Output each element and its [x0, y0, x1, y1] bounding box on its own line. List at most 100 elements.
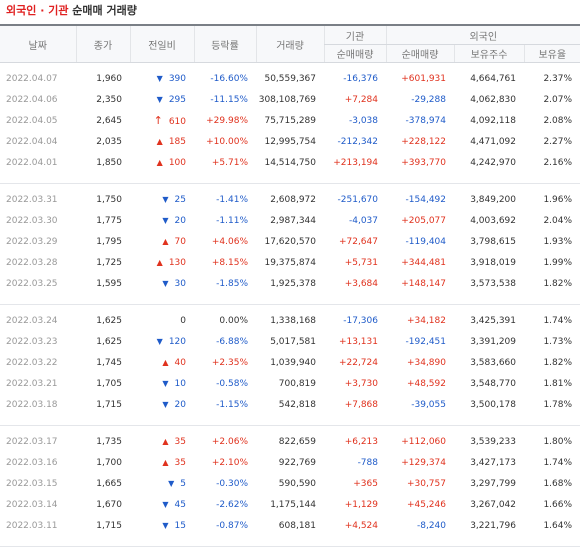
- row-close: 1,750: [96, 194, 122, 205]
- row-change-value: 25: [174, 194, 186, 205]
- row-foreign-net: -29,288: [411, 94, 446, 105]
- row-change: ▼ 20: [130, 394, 194, 415]
- row-date: 2022.04.06: [6, 94, 58, 105]
- row-close: 1,625: [96, 336, 122, 347]
- row-close: 1,700: [96, 457, 122, 468]
- row-inst-net: -212,342: [337, 136, 378, 147]
- row-holdings: 3,539,233: [470, 436, 516, 447]
- row-holdings: 3,391,209: [470, 336, 516, 347]
- row-inst-net: -16,376: [343, 73, 378, 84]
- row-volume: 17,620,570: [264, 236, 316, 247]
- row-close: 1,850: [96, 157, 122, 168]
- row-foreign-net: -39,055: [411, 399, 446, 410]
- row-rate: -1.85%: [216, 278, 248, 289]
- row-ratio: 2.37%: [543, 73, 573, 84]
- triangle-down-icon: ▼: [162, 194, 169, 204]
- row-ratio: 1.64%: [543, 520, 573, 531]
- col-volume: 거래량: [255, 24, 324, 63]
- row-close: 1,775: [96, 215, 122, 226]
- row-inst-net: -3,038: [348, 115, 378, 126]
- row-rate: +4.06%: [211, 236, 248, 247]
- row-rate: +8.15%: [211, 257, 248, 268]
- row-volume: 2,987,344: [270, 215, 316, 226]
- row-date: 2022.03.30: [6, 215, 58, 226]
- row-change-value: 100: [168, 157, 186, 168]
- row-change-value: 35: [174, 436, 186, 447]
- row-close: 1,715: [96, 399, 122, 410]
- row-rate: -1.15%: [216, 399, 248, 410]
- triangle-down-icon: ▼: [156, 336, 163, 346]
- row-foreign-net: +34,890: [406, 357, 446, 368]
- table-row: 2022.04.04 2,035 ▲ 185 +10.00% 12,995,754 -212…: [0, 131, 580, 152]
- row-change: ▲ 35: [130, 452, 194, 473]
- row-inst-net: +365: [353, 478, 378, 489]
- row-volume: 19,375,874: [264, 257, 316, 268]
- triangle-down-icon: ▼: [162, 278, 169, 288]
- row-change: 0: [130, 310, 194, 331]
- row-ratio: 1.74%: [543, 457, 573, 468]
- col-rate: 등락률: [193, 24, 256, 63]
- row-date: 2022.03.16: [6, 457, 58, 468]
- table-row: 2022.03.17 1,735 ▲ 35 +2.06% 822,659 +6,213 +11…: [0, 431, 580, 452]
- row-change: ▼ 25: [130, 189, 194, 210]
- row-date: 2022.03.17: [6, 436, 58, 447]
- row-change-value: 30: [174, 278, 186, 289]
- row-volume: 590,590: [278, 478, 316, 489]
- row-change-value: 20: [174, 399, 186, 410]
- row-ratio: 1.82%: [543, 357, 573, 368]
- triangle-up-icon: ▲: [156, 157, 163, 167]
- row-change: ▲ 185: [130, 131, 194, 152]
- col-group-institution: 기관: [323, 24, 386, 45]
- table-row: 2022.04.06 2,350 ▼ 295 -11.15% 308,108,769 +7,…: [0, 89, 580, 110]
- row-holdings: 4,003,692: [470, 215, 516, 226]
- row-volume: 608,181: [278, 520, 316, 531]
- triangle-up-icon: ▲: [162, 357, 169, 367]
- row-close: 1,715: [96, 520, 122, 531]
- row-date: 2022.03.28: [6, 257, 58, 268]
- row-ratio: 1.80%: [543, 436, 573, 447]
- table-row: 2022.03.15 1,665 ▼ 5 -0.30% 590,590 +365 +30,75…: [0, 473, 580, 494]
- section-title: 외국인 · 기관 순매매 거래량: [0, 0, 580, 24]
- group-separator: [0, 173, 580, 184]
- row-date: 2022.03.21: [6, 378, 58, 389]
- table-row: 2022.04.01 1,850 ▲ 100 +5.71% 14,514,750 +213,…: [0, 152, 580, 173]
- row-volume: 5,017,581: [270, 336, 316, 347]
- row-change: ▼ 45: [130, 494, 194, 515]
- row-date: 2022.03.25: [6, 278, 58, 289]
- table-row: 2022.03.16 1,700 ▲ 35 +2.10% 922,769 -788 +129,…: [0, 452, 580, 473]
- separator-cell: [0, 294, 580, 305]
- row-rate: -2.62%: [216, 499, 248, 510]
- row-holdings: 3,573,538: [470, 278, 516, 289]
- table-row: 2022.03.29 1,795 ▲ 70 +4.06% 17,620,570 +72,64…: [0, 231, 580, 252]
- row-inst-net: +3,684: [344, 278, 378, 289]
- row-close: 1,670: [96, 499, 122, 510]
- row-inst-net: -251,670: [337, 194, 378, 205]
- col-change: 전일비: [129, 24, 194, 63]
- row-change-value: 20: [174, 215, 186, 226]
- row-rate: -0.30%: [216, 478, 248, 489]
- row-holdings: 3,918,019: [470, 257, 516, 268]
- subheader-row: 순매매량 순매매량 보유주수 보유율: [0, 44, 580, 63]
- row-close: 1,625: [96, 315, 122, 326]
- row-foreign-net: +393,770: [401, 157, 446, 168]
- row-ratio: 1.81%: [543, 378, 573, 389]
- row-rate: -16.60%: [210, 73, 248, 84]
- row-foreign-net: +34,182: [406, 315, 446, 326]
- table-row: 2022.04.05 2,645 ↑ 610 +29.98% 75,715,289 -3,0…: [0, 110, 580, 131]
- row-rate: -6.88%: [216, 336, 248, 347]
- triangle-up-icon: ▲: [156, 136, 163, 146]
- row-inst-net: +3,730: [344, 378, 378, 389]
- row-change: ▼ 120: [130, 331, 194, 352]
- triangle-up-icon: ▲: [162, 436, 169, 446]
- row-rate: +2.10%: [211, 457, 248, 468]
- row-inst-net: -17,306: [343, 315, 378, 326]
- row-foreign-net: +344,481: [401, 257, 446, 268]
- row-rate: +2.35%: [211, 357, 248, 368]
- col-date: 날짜: [0, 24, 76, 63]
- row-change-value: 185: [168, 136, 186, 147]
- row-foreign-net: +205,077: [401, 215, 446, 226]
- row-volume: 1,175,144: [270, 499, 316, 510]
- row-volume: 2,608,972: [270, 194, 316, 205]
- row-date: 2022.03.29: [6, 236, 58, 247]
- row-inst-net: -4,037: [348, 215, 378, 226]
